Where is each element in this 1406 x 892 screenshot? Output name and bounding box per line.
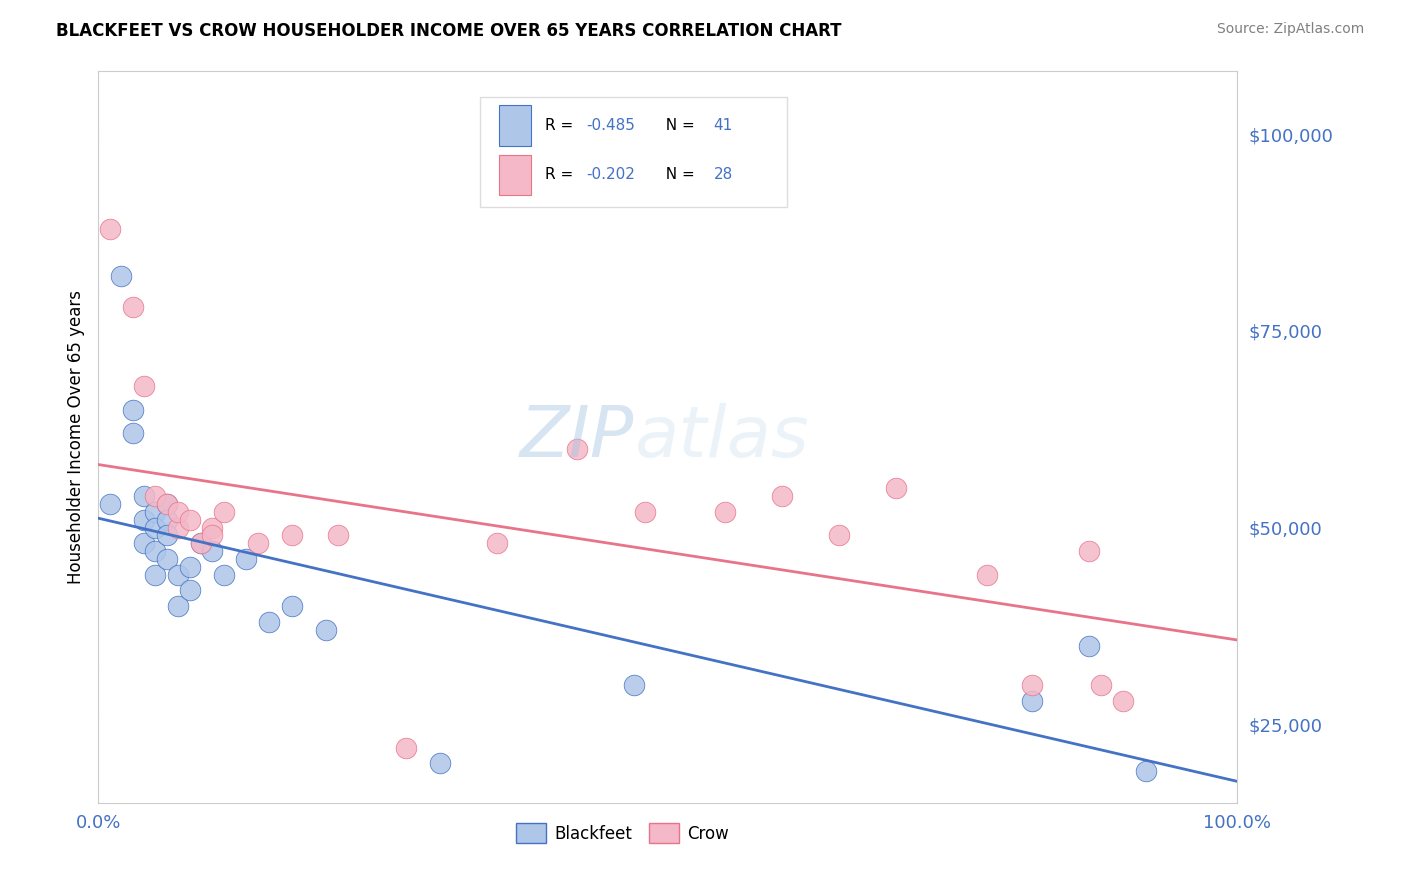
Point xyxy=(145,544,167,558)
Point xyxy=(179,583,201,598)
Text: 41: 41 xyxy=(713,118,733,133)
Point xyxy=(714,505,737,519)
Point xyxy=(167,567,190,582)
Point xyxy=(212,567,235,582)
Point xyxy=(145,489,167,503)
Text: ZIP: ZIP xyxy=(519,402,634,472)
Point xyxy=(167,599,190,614)
Text: -0.202: -0.202 xyxy=(586,167,634,182)
Point xyxy=(121,426,143,441)
Point xyxy=(156,497,179,511)
Text: Source: ZipAtlas.com: Source: ZipAtlas.com xyxy=(1216,22,1364,37)
Point xyxy=(132,489,155,503)
Point xyxy=(132,379,155,393)
Point xyxy=(179,559,201,574)
Point xyxy=(976,567,998,582)
Point xyxy=(1078,639,1101,653)
Point xyxy=(201,528,224,542)
Text: -0.485: -0.485 xyxy=(586,118,634,133)
Point xyxy=(281,528,304,542)
Point xyxy=(121,301,143,315)
Point xyxy=(167,505,190,519)
Text: N =: N = xyxy=(657,167,700,182)
Point xyxy=(486,536,509,550)
Point xyxy=(634,505,657,519)
Point xyxy=(1021,693,1043,707)
Text: 28: 28 xyxy=(713,167,733,182)
Point xyxy=(132,513,155,527)
Point xyxy=(212,505,235,519)
Point xyxy=(235,552,257,566)
Point xyxy=(259,615,281,629)
Point xyxy=(145,567,167,582)
Point xyxy=(1135,764,1157,779)
Point xyxy=(167,520,190,534)
Point xyxy=(121,402,143,417)
Point xyxy=(281,599,304,614)
Point xyxy=(1112,693,1135,707)
Point xyxy=(156,513,179,527)
Text: R =: R = xyxy=(546,118,578,133)
Point xyxy=(315,623,337,637)
Point xyxy=(145,520,167,534)
Text: BLACKFEET VS CROW HOUSEHOLDER INCOME OVER 65 YEARS CORRELATION CHART: BLACKFEET VS CROW HOUSEHOLDER INCOME OVE… xyxy=(56,22,842,40)
Point xyxy=(190,536,212,550)
Point xyxy=(828,528,851,542)
Point xyxy=(565,442,588,456)
Point xyxy=(429,756,451,771)
Legend: Blackfeet, Crow: Blackfeet, Crow xyxy=(509,817,735,849)
Point xyxy=(326,528,349,542)
Text: R =: R = xyxy=(546,167,578,182)
Point xyxy=(201,544,224,558)
Bar xyxy=(499,105,531,145)
Text: N =: N = xyxy=(657,118,700,133)
Point xyxy=(98,497,121,511)
Point xyxy=(179,513,201,527)
Point xyxy=(145,505,167,519)
Point xyxy=(156,552,179,566)
Point xyxy=(156,497,179,511)
Point xyxy=(623,678,645,692)
Bar xyxy=(499,154,531,194)
Point xyxy=(110,268,132,283)
Point xyxy=(770,489,793,503)
Point xyxy=(132,536,155,550)
Point xyxy=(98,221,121,235)
Point xyxy=(190,536,212,550)
Point xyxy=(1021,678,1043,692)
Point xyxy=(1090,678,1112,692)
Point xyxy=(246,536,269,550)
Text: atlas: atlas xyxy=(634,402,808,472)
Point xyxy=(1078,544,1101,558)
Point xyxy=(156,528,179,542)
Point xyxy=(201,520,224,534)
Point xyxy=(884,481,907,495)
Y-axis label: Householder Income Over 65 years: Householder Income Over 65 years xyxy=(66,290,84,584)
FancyBboxPatch shape xyxy=(479,97,787,207)
Point xyxy=(395,740,418,755)
